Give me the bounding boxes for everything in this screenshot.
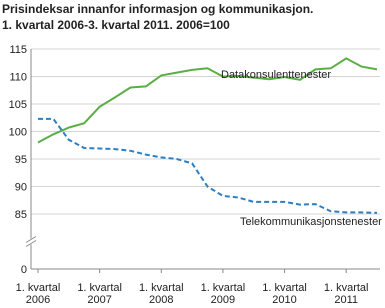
x-tick-label-line: 1. kvartal xyxy=(201,282,246,294)
series-label: Telekommunikasjonstenester xyxy=(240,216,382,228)
y-tick-label: 100 xyxy=(9,127,27,139)
x-tick-label: 1. kvartal 2009 xyxy=(201,282,246,306)
x-tick-label-line: 1. kvartal xyxy=(139,282,184,294)
x-tick-label-line: 2010 xyxy=(272,294,296,306)
x-tick-label: 1. kvartal 2006 xyxy=(16,282,61,306)
x-tick-label-line: 1. kvartal xyxy=(77,282,122,294)
y-tick-label: 110 xyxy=(9,72,27,84)
chart-title: Prisindeksar innanfor informasjon og kom… xyxy=(2,2,313,16)
x-tick-label: 1. kvartal 2007 xyxy=(77,282,122,306)
x-tick-label-line: 2007 xyxy=(87,294,111,306)
axis-break xyxy=(25,240,37,247)
axis-break xyxy=(25,236,37,243)
y-tick-label: 0 xyxy=(21,264,27,276)
x-tick-label-line: 2009 xyxy=(211,294,235,306)
x-tick-label-line: 1. kvartal xyxy=(16,282,61,294)
y-tick-label: 90 xyxy=(15,182,27,194)
x-tick-label: 1. kvartal 2011 xyxy=(324,282,369,306)
y-tick-label: 95 xyxy=(15,154,27,166)
series-label: Datakonsulenttenester xyxy=(221,69,331,81)
x-tick-label-line: 1. kvartal xyxy=(262,282,307,294)
axis-break-gap xyxy=(26,238,36,245)
y-tick-label: 105 xyxy=(9,99,27,111)
x-tick-label-line: 2006 xyxy=(26,294,50,306)
y-tick-label: 85 xyxy=(15,209,27,221)
x-tick-label-line: 2008 xyxy=(149,294,173,306)
series-line xyxy=(37,57,378,144)
x-tick-label: 1. kvartal 2010 xyxy=(262,282,307,306)
y-tick-label: 115 xyxy=(9,44,27,56)
series-line xyxy=(38,117,378,214)
x-tick-label-line: 1. kvartal xyxy=(324,282,369,294)
x-tick-label: 1. kvartal 2008 xyxy=(139,282,184,306)
chart-subtitle: 1. kvartal 2006-3. kvartal 2011. 2006=10… xyxy=(2,18,230,32)
x-tick-label-line: 2011 xyxy=(334,294,358,306)
